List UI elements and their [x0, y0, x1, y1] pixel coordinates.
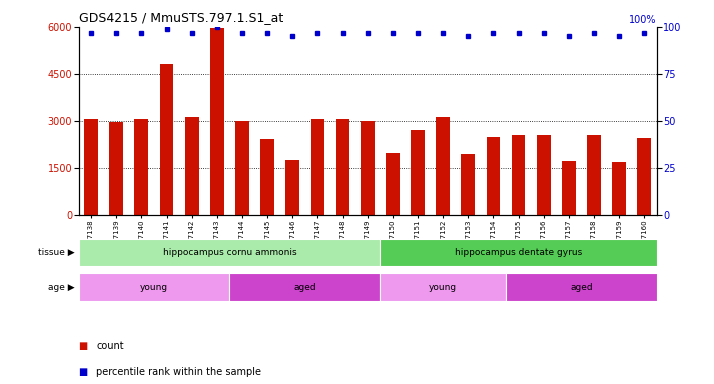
Bar	[461, 154, 476, 215]
Text: hippocampus cornu ammonis: hippocampus cornu ammonis	[163, 248, 296, 257]
Text: percentile rank within the sample: percentile rank within the sample	[96, 367, 261, 377]
Text: aged: aged	[293, 283, 316, 291]
Bar	[512, 135, 526, 215]
Bar	[84, 119, 98, 215]
Text: GDS4215 / MmuSTS.797.1.S1_at: GDS4215 / MmuSTS.797.1.S1_at	[79, 11, 283, 24]
Bar	[436, 117, 450, 215]
Text: 100%: 100%	[629, 15, 657, 25]
Bar	[336, 119, 349, 215]
Bar	[109, 122, 124, 215]
Bar	[79, 239, 381, 266]
Text: tissue ▶: tissue ▶	[39, 248, 75, 257]
Bar	[562, 161, 575, 215]
Bar	[381, 239, 657, 266]
Bar	[79, 273, 229, 301]
Bar	[506, 273, 657, 301]
Bar	[386, 152, 400, 215]
Bar	[361, 121, 375, 215]
Bar	[311, 119, 324, 215]
Bar	[210, 28, 223, 215]
Text: age ▶: age ▶	[49, 283, 75, 291]
Bar	[134, 119, 149, 215]
Bar	[235, 121, 249, 215]
Bar	[160, 64, 174, 215]
Bar	[411, 131, 425, 215]
Bar	[381, 273, 506, 301]
Bar	[638, 138, 651, 215]
Bar	[260, 139, 274, 215]
Bar	[537, 135, 550, 215]
Text: hippocampus dentate gyrus: hippocampus dentate gyrus	[455, 248, 582, 257]
Bar	[612, 162, 626, 215]
Bar	[229, 273, 381, 301]
Text: young: young	[140, 283, 168, 291]
Bar	[185, 117, 198, 215]
Text: ■: ■	[79, 367, 91, 377]
Text: count: count	[96, 341, 124, 351]
Bar	[587, 136, 601, 215]
Bar	[486, 137, 501, 215]
Text: young: young	[429, 283, 457, 291]
Bar	[286, 160, 299, 215]
Text: aged: aged	[570, 283, 593, 291]
Text: ■: ■	[79, 341, 91, 351]
